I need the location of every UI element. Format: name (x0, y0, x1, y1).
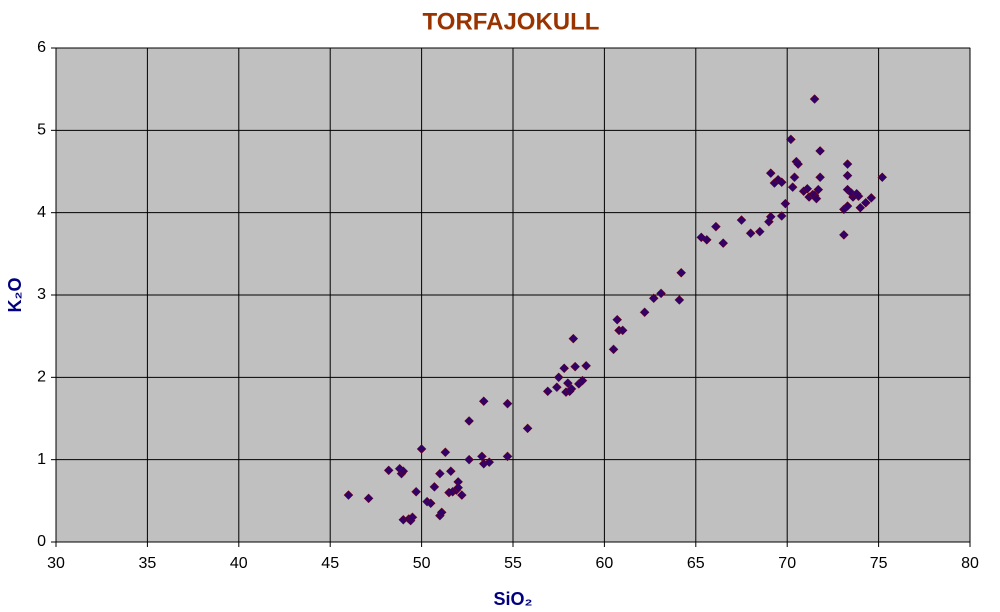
data-point (581, 360, 591, 371)
x-tick-label: 45 (321, 555, 339, 572)
data-point (765, 168, 776, 179)
data-point (811, 193, 822, 204)
data-point (696, 232, 707, 243)
data-point (842, 201, 853, 211)
data-point (553, 372, 564, 383)
data-point (776, 177, 787, 188)
y-tick-label: 3 (37, 286, 46, 303)
data-point (522, 423, 533, 434)
data-point (648, 293, 659, 304)
x-tick-label: 50 (413, 555, 431, 572)
data-point (839, 230, 849, 240)
data-point (842, 170, 853, 181)
data-point (416, 444, 427, 454)
data-point (343, 490, 354, 500)
data-point (815, 172, 825, 183)
data-point (484, 457, 495, 467)
data-point (787, 182, 798, 192)
y-tick-label: 4 (37, 204, 46, 221)
data-point (813, 184, 824, 195)
data-point (464, 454, 474, 465)
x-tick-label: 75 (870, 555, 888, 572)
data-point (754, 226, 765, 237)
data-point (464, 416, 474, 426)
data-point (718, 238, 729, 248)
data-point (809, 94, 820, 104)
y-tick-label: 1 (37, 451, 46, 468)
data-point (456, 490, 467, 500)
data-point (436, 507, 447, 518)
data-point (542, 386, 553, 397)
data-point (736, 215, 747, 225)
data-point (398, 466, 409, 477)
x-tick-label: 80 (961, 555, 979, 572)
data-point (860, 197, 871, 208)
data-point (656, 288, 666, 299)
data-point (676, 267, 687, 278)
data-point (877, 172, 888, 183)
data-point (745, 228, 756, 239)
data-point (815, 146, 825, 156)
data-point (435, 468, 445, 479)
data-point (502, 451, 513, 462)
data-point (855, 202, 866, 213)
data-point (786, 134, 796, 145)
x-tick-label: 30 (47, 555, 65, 572)
data-point (445, 466, 456, 477)
data-point (564, 386, 575, 397)
x-tick-label: 65 (687, 555, 705, 572)
data-point (853, 191, 864, 202)
data-point (568, 333, 579, 344)
x-tick-label: 40 (230, 555, 248, 572)
data-point (793, 159, 804, 169)
y-tick-label: 5 (37, 122, 46, 139)
data-point (842, 159, 853, 169)
data-point (802, 183, 813, 194)
data-point (617, 325, 628, 336)
data-point (559, 363, 570, 374)
data-point (562, 378, 573, 388)
data-point (411, 486, 421, 497)
x-tick-label: 60 (596, 555, 614, 572)
data-point (608, 344, 619, 355)
y-tick-label: 2 (37, 369, 46, 386)
data-point (478, 396, 489, 407)
data-point (866, 192, 877, 203)
data-point (425, 498, 436, 509)
data-point (552, 382, 562, 393)
chart-title: TORFAJOKULL (423, 8, 600, 35)
data-point (453, 482, 464, 493)
data-point (502, 398, 513, 409)
data-point (429, 481, 440, 492)
data-point (440, 447, 451, 458)
data-point (577, 375, 588, 386)
data-point (789, 172, 800, 183)
data-point (363, 493, 374, 504)
data-point (570, 361, 581, 372)
data-point (639, 307, 650, 318)
data-point (701, 234, 712, 245)
data-point (612, 314, 623, 325)
x-tick-label: 35 (139, 555, 157, 572)
y-tick-label: 0 (37, 533, 46, 550)
x-tick-label: 70 (778, 555, 796, 572)
data-point (674, 295, 685, 305)
data-point (711, 221, 721, 232)
data-point (776, 211, 787, 221)
y-axis-label: K₂O (5, 278, 25, 313)
x-axis-label: SiO₂ (493, 589, 532, 609)
data-point (407, 512, 418, 523)
x-tick-label: 55 (504, 555, 522, 572)
data-point (765, 211, 776, 222)
data-point (383, 465, 394, 476)
data-point (780, 198, 791, 209)
y-tick-label: 6 (37, 39, 46, 56)
